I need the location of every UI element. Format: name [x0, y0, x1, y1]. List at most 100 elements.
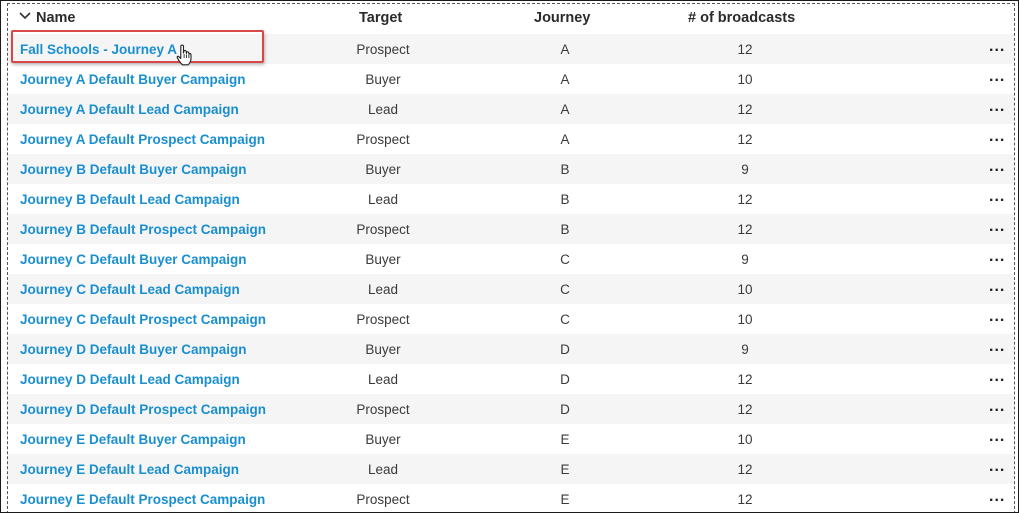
broadcasts-value: 12	[737, 192, 753, 207]
broadcasts-value: 12	[737, 102, 753, 117]
column-header-target[interactable]: Target	[359, 10, 403, 26]
broadcasts-value: 9	[741, 162, 749, 177]
campaign-table: Name Target Journey # of broadcasts Fall…	[7, 3, 1015, 512]
broadcasts-value: 10	[737, 312, 753, 327]
hand-pointer-icon	[176, 44, 192, 66]
broadcasts-value: 12	[737, 222, 753, 237]
table-row[interactable]: Journey A Default Lead Campaign Lead A 12..…	[8, 94, 1014, 124]
journey-value: D	[560, 342, 570, 357]
table-row[interactable]: Journey C Default Prospect Campaign Prosp…	[8, 304, 1014, 334]
campaign-name-link[interactable]: Journey D Default Lead Campaign	[20, 372, 240, 387]
ellipsis-icon[interactable]: ...	[989, 308, 1006, 325]
campaign-name-link[interactable]: Journey E Default Prospect Campaign	[20, 492, 266, 507]
target-value: Lead	[367, 462, 399, 477]
target-value: Buyer	[365, 342, 401, 357]
journey-value: A	[560, 132, 570, 147]
campaign-name-link[interactable]: Journey E Default Lead Campaign	[20, 462, 240, 477]
column-header-journey[interactable]: Journey	[534, 10, 591, 26]
target-value: Prospect	[356, 222, 410, 237]
broadcasts-value: 10	[737, 432, 753, 447]
table-row[interactable]: Journey C Default Lead Campaign Lead C 10..…	[8, 274, 1014, 304]
campaign-name-link[interactable]: Journey C Default Prospect Campaign	[20, 312, 267, 327]
campaign-name-link[interactable]: Journey A Default Prospect Campaign	[20, 132, 266, 147]
table-row[interactable]: Journey B Default Buyer Campaign Buyer B 9.…	[8, 154, 1014, 184]
ellipsis-icon[interactable]: ...	[989, 218, 1006, 235]
broadcasts-value: 10	[737, 72, 753, 87]
journey-value: C	[560, 252, 570, 267]
table-row[interactable]: Journey B Default Lead Campaign Lead B 12..…	[8, 184, 1014, 214]
broadcasts-value: 12	[737, 42, 753, 57]
journey-value: B	[560, 222, 570, 237]
target-value: Prospect	[356, 312, 410, 327]
ellipsis-icon[interactable]: ...	[989, 248, 1006, 265]
journey-value: D	[560, 372, 570, 387]
ellipsis-icon[interactable]: ...	[989, 98, 1006, 115]
table-row[interactable]: Journey E Default Prospect Campaign Prosp…	[8, 484, 1014, 512]
journey-value: B	[560, 192, 570, 207]
table-header: Name Target Journey # of broadcasts	[8, 4, 1014, 32]
target-value: Lead	[367, 372, 399, 387]
campaign-name-link[interactable]: Fall Schools - Journey A	[20, 42, 178, 57]
target-value: Buyer	[365, 72, 401, 87]
target-value: Buyer	[365, 432, 401, 447]
journey-value: C	[560, 312, 570, 327]
ellipsis-icon[interactable]: ...	[989, 338, 1006, 355]
target-value: Prospect	[356, 402, 410, 417]
target-value: Prospect	[356, 42, 410, 57]
journey-value: E	[560, 492, 570, 507]
ellipsis-icon[interactable]: ...	[989, 158, 1006, 175]
ellipsis-icon[interactable]: ...	[989, 428, 1006, 445]
ellipsis-icon[interactable]: ...	[989, 488, 1006, 505]
journey-value: C	[560, 282, 570, 297]
column-header-broadcasts[interactable]: # of broadcasts	[688, 10, 796, 26]
table-row[interactable]: Journey D Default Prospect Campaign Prosp…	[8, 394, 1014, 424]
table-row[interactable]: Journey B Default Prospect Campaign Prosp…	[8, 214, 1014, 244]
journey-value: E	[560, 432, 570, 447]
ellipsis-icon[interactable]: ...	[989, 278, 1006, 295]
target-value: Lead	[367, 192, 399, 207]
target-value: Prospect	[356, 132, 410, 147]
campaign-name-link[interactable]: Journey D Default Prospect Campaign	[20, 402, 267, 417]
campaign-name-link[interactable]: Journey C Default Lead Campaign	[20, 282, 240, 297]
ellipsis-icon[interactable]: ...	[989, 188, 1006, 205]
broadcasts-value: 12	[737, 492, 753, 507]
ellipsis-icon[interactable]: ...	[989, 398, 1006, 415]
target-value: Prospect	[356, 492, 410, 507]
table-row[interactable]: Journey A Default Buyer Campaign Buyer A 10…	[8, 64, 1014, 94]
broadcasts-value: 12	[737, 462, 753, 477]
target-value: Buyer	[365, 162, 401, 177]
table-body: Fall Schools - Journey A Prospect A 12... Jo…	[8, 34, 1014, 512]
journey-value: A	[560, 102, 570, 117]
journey-value: A	[560, 42, 570, 57]
table-row[interactable]: Journey E Default Buyer Campaign Buyer E 10…	[8, 424, 1014, 454]
ellipsis-icon[interactable]: ...	[989, 128, 1006, 145]
chevron-down-icon[interactable]	[19, 11, 31, 21]
target-value: Buyer	[365, 252, 401, 267]
journey-value: D	[560, 402, 570, 417]
broadcasts-value: 10	[737, 282, 753, 297]
table-row[interactable]: Journey E Default Lead Campaign Lead E 12..…	[8, 454, 1014, 484]
ellipsis-icon[interactable]: ...	[989, 368, 1006, 385]
campaign-name-link[interactable]: Journey D Default Buyer Campaign	[20, 342, 247, 357]
table-row[interactable]: Journey C Default Buyer Campaign Buyer C 9.…	[8, 244, 1014, 274]
ellipsis-icon[interactable]: ...	[989, 458, 1006, 475]
campaign-name-link[interactable]: Journey C Default Buyer Campaign	[20, 252, 247, 267]
table-row[interactable]: Journey D Default Buyer Campaign Buyer D 9.…	[8, 334, 1014, 364]
campaign-name-link[interactable]: Journey A Default Buyer Campaign	[20, 72, 246, 87]
column-header-name[interactable]: Name	[36, 10, 76, 26]
campaign-name-link[interactable]: Journey B Default Buyer Campaign	[20, 162, 247, 177]
campaign-name-link[interactable]: Journey B Default Lead Campaign	[20, 192, 240, 207]
ellipsis-icon[interactable]: ...	[989, 68, 1006, 85]
broadcasts-value: 12	[737, 132, 753, 147]
campaign-name-link[interactable]: Journey B Default Prospect Campaign	[20, 222, 267, 237]
target-value: Lead	[367, 102, 399, 117]
broadcasts-value: 12	[737, 402, 753, 417]
broadcasts-value: 12	[737, 372, 753, 387]
table-row[interactable]: Fall Schools - Journey A Prospect A 12...	[8, 34, 1014, 64]
table-row[interactable]: Journey D Default Lead Campaign Lead D 12..…	[8, 364, 1014, 394]
campaign-name-link[interactable]: Journey E Default Buyer Campaign	[20, 432, 246, 447]
campaign-name-link[interactable]: Journey A Default Lead Campaign	[20, 102, 239, 117]
ellipsis-icon[interactable]: ...	[989, 38, 1006, 55]
table-row[interactable]: Journey A Default Prospect Campaign Prosp…	[8, 124, 1014, 154]
